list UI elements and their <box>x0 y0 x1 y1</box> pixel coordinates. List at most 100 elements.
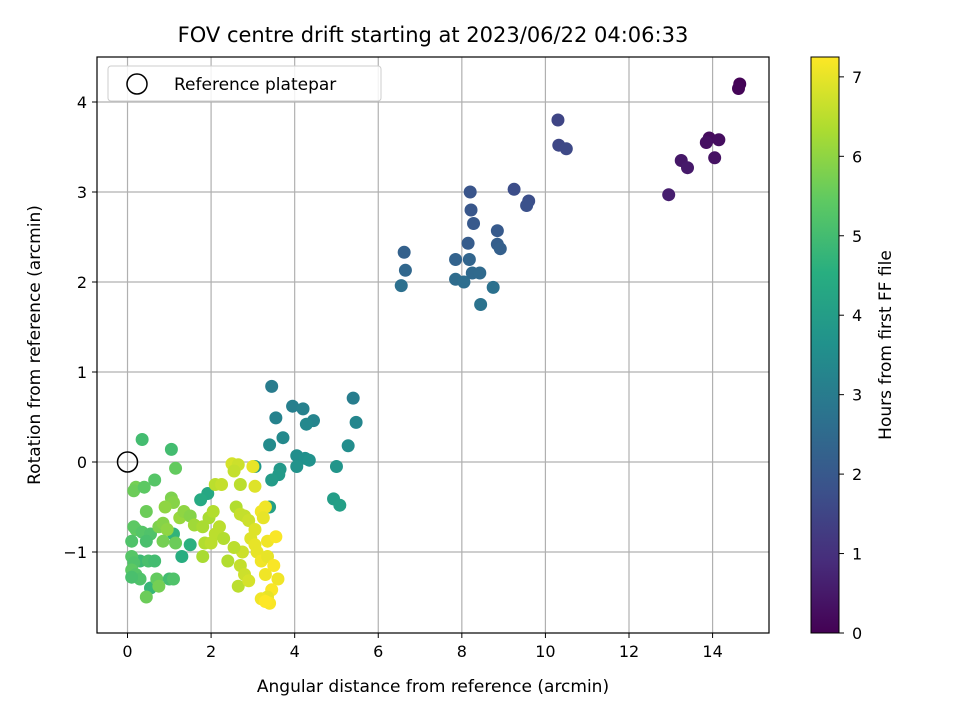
data-point <box>227 464 241 478</box>
data-point <box>139 534 153 548</box>
data-point <box>507 182 521 196</box>
data-point <box>394 279 408 293</box>
y-tick-label: −1 <box>63 543 87 562</box>
data-point <box>206 505 220 518</box>
data-point <box>559 142 573 156</box>
data-point <box>708 151 722 165</box>
reference-platepar-marker <box>116 451 139 473</box>
x-tick-label: 0 <box>122 642 132 661</box>
data-point <box>349 415 363 429</box>
data-point <box>139 505 153 518</box>
data-point <box>127 484 141 498</box>
scatter-points <box>125 77 747 610</box>
data-point <box>139 590 153 604</box>
legend-box <box>107 65 382 102</box>
data-point <box>398 263 412 277</box>
colorbar-tick-label: 4 <box>852 306 862 325</box>
data-point <box>267 559 281 572</box>
x-tick-label: 6 <box>373 642 383 661</box>
data-point <box>302 453 316 467</box>
legend: Reference platepar <box>107 65 382 102</box>
data-point <box>169 461 183 475</box>
data-point <box>217 532 231 545</box>
y-tick-label: 1 <box>77 363 87 382</box>
data-point <box>462 253 476 266</box>
data-point <box>463 185 477 199</box>
data-point <box>256 511 270 525</box>
data-point <box>215 478 229 491</box>
data-point <box>269 411 283 425</box>
y-tick-label: 2 <box>77 273 87 292</box>
x-tick-label: 12 <box>619 642 639 661</box>
data-point <box>296 402 310 416</box>
chart-title: FOV centre drift starting at 2023/06/22 … <box>178 23 689 47</box>
data-point <box>152 579 166 593</box>
data-point <box>166 572 180 586</box>
colorbar-ticks: 0 1 2 3 4 5 6 7 <box>839 68 862 643</box>
data-point <box>231 579 245 593</box>
data-point <box>271 572 285 586</box>
data-point <box>265 379 279 393</box>
data-point <box>212 520 226 534</box>
data-point <box>551 113 565 127</box>
y-tick-label: 0 <box>77 453 87 472</box>
data-point <box>397 245 411 259</box>
data-point <box>265 473 279 487</box>
data-point <box>125 534 139 548</box>
data-point <box>125 570 139 584</box>
data-point <box>196 550 210 563</box>
x-tick-label: 14 <box>702 642 722 661</box>
x-tick-label: 2 <box>206 642 216 661</box>
x-axis-label: Angular distance from reference (arcmin) <box>257 677 609 697</box>
colorbar-tick-label: 0 <box>852 624 862 643</box>
data-point <box>160 523 174 536</box>
data-point <box>493 242 507 256</box>
data-point <box>204 536 218 550</box>
data-point <box>242 574 256 588</box>
data-point <box>461 236 475 250</box>
data-point <box>333 498 347 512</box>
data-point <box>286 399 300 413</box>
colorbar-tick-label: 6 <box>852 147 862 166</box>
grid-lines <box>97 57 769 633</box>
data-point <box>449 253 463 266</box>
data-point <box>258 500 272 514</box>
colorbar-tick-label: 2 <box>852 465 862 484</box>
data-point <box>263 438 277 452</box>
data-point <box>520 199 534 212</box>
y-tick-label: 3 <box>77 183 87 202</box>
data-point <box>194 493 208 507</box>
data-point <box>269 530 283 544</box>
plot-frame <box>96 56 770 634</box>
data-point <box>135 433 149 446</box>
colorbar: 0 1 2 3 4 5 6 7 Hours from first FF file <box>810 56 896 643</box>
data-point <box>341 439 355 453</box>
data-point <box>662 188 676 202</box>
data-point <box>490 224 504 238</box>
data-point <box>464 203 478 217</box>
data-point <box>474 298 488 311</box>
data-point <box>148 473 162 487</box>
data-point <box>246 460 260 473</box>
data-point <box>699 136 713 149</box>
data-point <box>486 280 500 294</box>
colorbar-tick-label: 7 <box>852 68 862 87</box>
colorbar-gradient <box>810 56 840 634</box>
data-point <box>227 541 241 554</box>
data-point <box>175 550 189 563</box>
legend-marker-icon <box>126 73 148 95</box>
x-tick-label: 10 <box>535 642 555 661</box>
data-point <box>137 480 151 494</box>
data-point <box>156 534 170 548</box>
data-point <box>169 536 183 550</box>
x-tick-label: 8 <box>457 642 467 661</box>
colorbar-tick-label: 1 <box>852 545 862 564</box>
data-point <box>712 133 726 147</box>
data-point <box>158 500 172 514</box>
data-point <box>290 460 304 473</box>
data-point <box>276 431 290 445</box>
data-point <box>457 275 471 289</box>
data-point <box>258 595 272 608</box>
